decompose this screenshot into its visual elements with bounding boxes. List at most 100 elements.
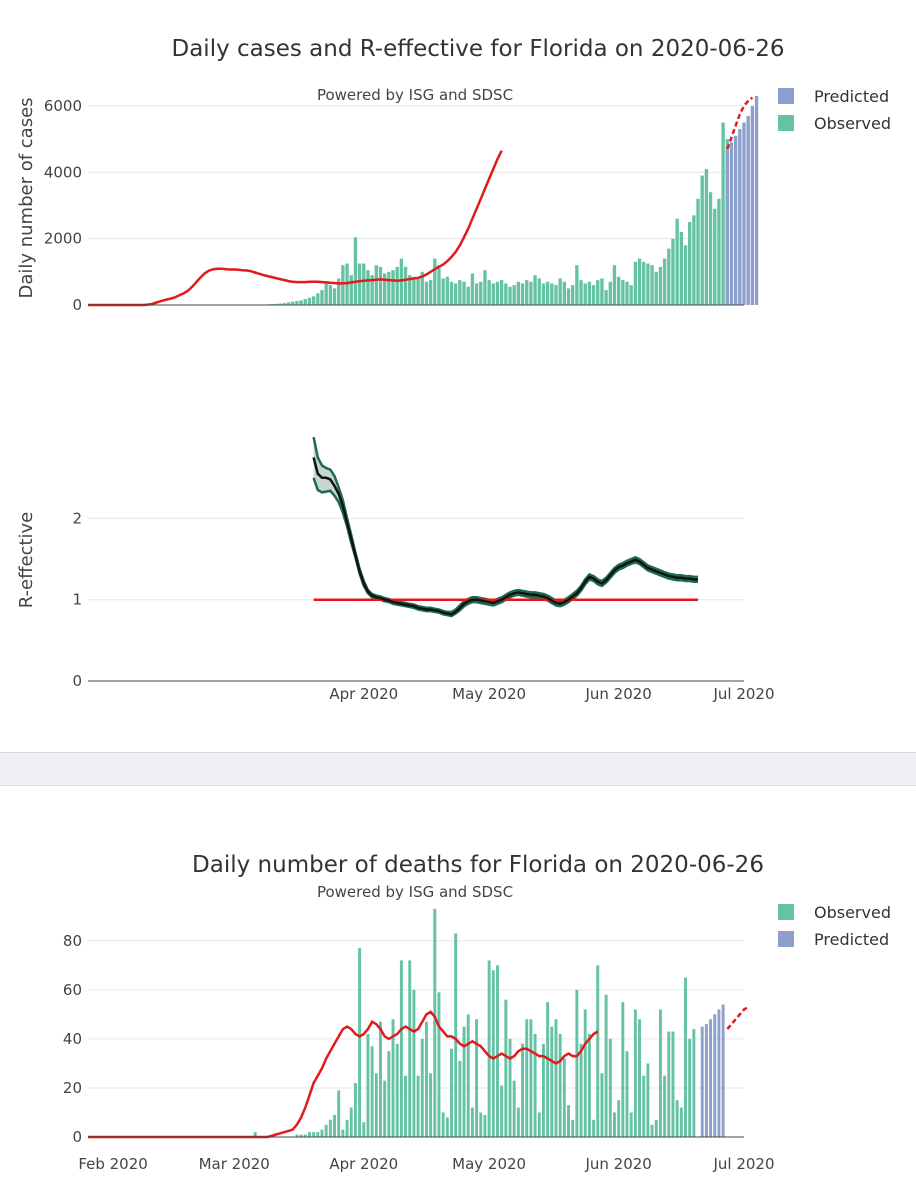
- cases-observed-bar: [667, 249, 670, 305]
- deaths-observed-bar: [575, 990, 578, 1137]
- cases-legend-swatch: [778, 88, 794, 104]
- deaths-observed-bar: [525, 1019, 528, 1137]
- cases-observed-bar: [454, 283, 457, 305]
- deaths-gridlines: [88, 941, 744, 1088]
- deaths-y-tick-label: 0: [72, 1128, 82, 1146]
- cases-observed-bar: [504, 283, 507, 305]
- deaths-observed-bar: [571, 1120, 574, 1137]
- deaths-x-tick-label: Jul 2020: [712, 1155, 774, 1173]
- cases-observed-bar: [567, 288, 570, 305]
- cases-observed-bar: [638, 259, 641, 305]
- deaths-observed-bar: [438, 992, 441, 1137]
- deaths-x-tick-label: May 2020: [452, 1155, 526, 1173]
- deaths-observed-bar: [504, 1000, 507, 1137]
- cases-observed-bar: [324, 282, 327, 305]
- deaths-observed-bar: [646, 1063, 649, 1137]
- cases-observed-bar: [329, 285, 332, 305]
- cases-observed-bar: [471, 273, 474, 305]
- cases-observed-bar: [400, 259, 403, 305]
- cases-observed-bar: [517, 282, 520, 305]
- cases-observed-bar: [650, 265, 653, 305]
- deaths-y-tick-label: 40: [63, 1030, 82, 1048]
- deaths-observed-bar: [567, 1105, 570, 1137]
- deaths-legend-label: Observed: [814, 903, 891, 922]
- cases-observed-bar: [701, 176, 704, 305]
- cases-observed-bar: [316, 293, 319, 305]
- deaths-x-tick-label: Mar 2020: [199, 1155, 270, 1173]
- deaths-observed-bar: [321, 1130, 324, 1137]
- reff-y-tick-label: 0: [72, 672, 82, 690]
- deaths-observed-bar: [308, 1132, 311, 1137]
- deaths-observed-bar: [529, 1019, 532, 1137]
- deaths-observed-bar: [350, 1108, 353, 1137]
- cases-observed-bar: [696, 199, 699, 305]
- cases-gridlines: [88, 106, 744, 239]
- cases-observed-bar: [492, 283, 495, 305]
- cases-observed-bar: [467, 287, 470, 305]
- cases-observed-bar: [320, 290, 323, 305]
- deaths-observed-bar: [412, 990, 415, 1137]
- cases-y-tick-label: 6000: [44, 97, 82, 115]
- cases-observed-bar: [429, 280, 432, 305]
- deaths-observed-bar: [458, 1061, 461, 1137]
- deaths-observed-bar: [492, 970, 495, 1137]
- cases-observed-bar: [542, 283, 545, 305]
- deaths-observed-bar: [688, 1039, 691, 1137]
- deaths-x-tick-label: Jun 2020: [584, 1155, 651, 1173]
- deaths-observed-bar: [555, 1019, 558, 1137]
- reff-y-ticks: 012: [72, 509, 82, 690]
- reff-band-fill: [314, 437, 698, 616]
- cases-observed-bar: [692, 215, 695, 305]
- deaths-svg: Daily number of deaths for Florida on 20…: [0, 786, 916, 1200]
- cases-observed-bar: [671, 239, 674, 305]
- deaths-observed-bar: [655, 1120, 658, 1137]
- panel-divider: [0, 752, 916, 786]
- deaths-observed-bar: [316, 1132, 319, 1137]
- cases-chart-subtitle: Powered by ISG and SDSC: [317, 86, 513, 104]
- cases-predicted-bar: [726, 149, 729, 305]
- cases-observed-bar: [496, 282, 499, 305]
- deaths-observed-bar: [634, 1009, 637, 1137]
- deaths-observed-bar: [626, 1051, 629, 1137]
- cases-observed-bar: [462, 282, 465, 305]
- cases-observed-bar: [575, 265, 578, 305]
- cases-predicted-bar: [734, 136, 737, 305]
- cases-observed-bar: [362, 264, 365, 305]
- deaths-observed-bar: [500, 1085, 503, 1137]
- cases-observed-bar: [625, 282, 628, 305]
- deaths-observed-bar: [509, 1039, 512, 1137]
- cases-y-axis-label: Daily number of cases: [16, 97, 37, 298]
- cases-observed-bar: [588, 282, 591, 305]
- deaths-observed-bar: [329, 1120, 332, 1137]
- cases-observed-bar: [592, 285, 595, 305]
- deaths-observed-bar: [454, 933, 457, 1137]
- cases-observed-bar: [437, 265, 440, 305]
- cases-observed-bar: [596, 280, 599, 305]
- deaths-observed-bar: [429, 1073, 432, 1137]
- deaths-observed-bar: [421, 1039, 424, 1137]
- reff-x-tick-label: Apr 2020: [329, 685, 398, 703]
- cases-observed-bar: [717, 199, 720, 305]
- cases-observed-bar: [500, 280, 503, 305]
- cases-legend-label: Predicted: [814, 87, 889, 106]
- cases-observed-bar: [308, 298, 311, 305]
- cases-bars: [233, 96, 759, 305]
- cases-observed-bar: [529, 282, 532, 305]
- deaths-y-tick-label: 80: [63, 932, 82, 950]
- cases-observed-bar: [579, 280, 582, 305]
- cases-observed-bar: [450, 282, 453, 305]
- cases-observed-bar: [396, 267, 399, 305]
- cases-observed-bar: [604, 290, 607, 305]
- deaths-x-tick-label: Feb 2020: [78, 1155, 148, 1173]
- cases-observed-bar: [634, 262, 637, 305]
- deaths-observed-bar: [521, 1044, 524, 1137]
- cases-observed-bar: [630, 285, 633, 305]
- deaths-observed-bar: [672, 1032, 675, 1137]
- deaths-observed-bar: [366, 1034, 369, 1137]
- cases-observed-bar: [425, 282, 428, 305]
- cases-observed-bar: [479, 282, 482, 305]
- cases-observed-bar: [483, 270, 486, 305]
- cases-observed-bar: [684, 245, 687, 305]
